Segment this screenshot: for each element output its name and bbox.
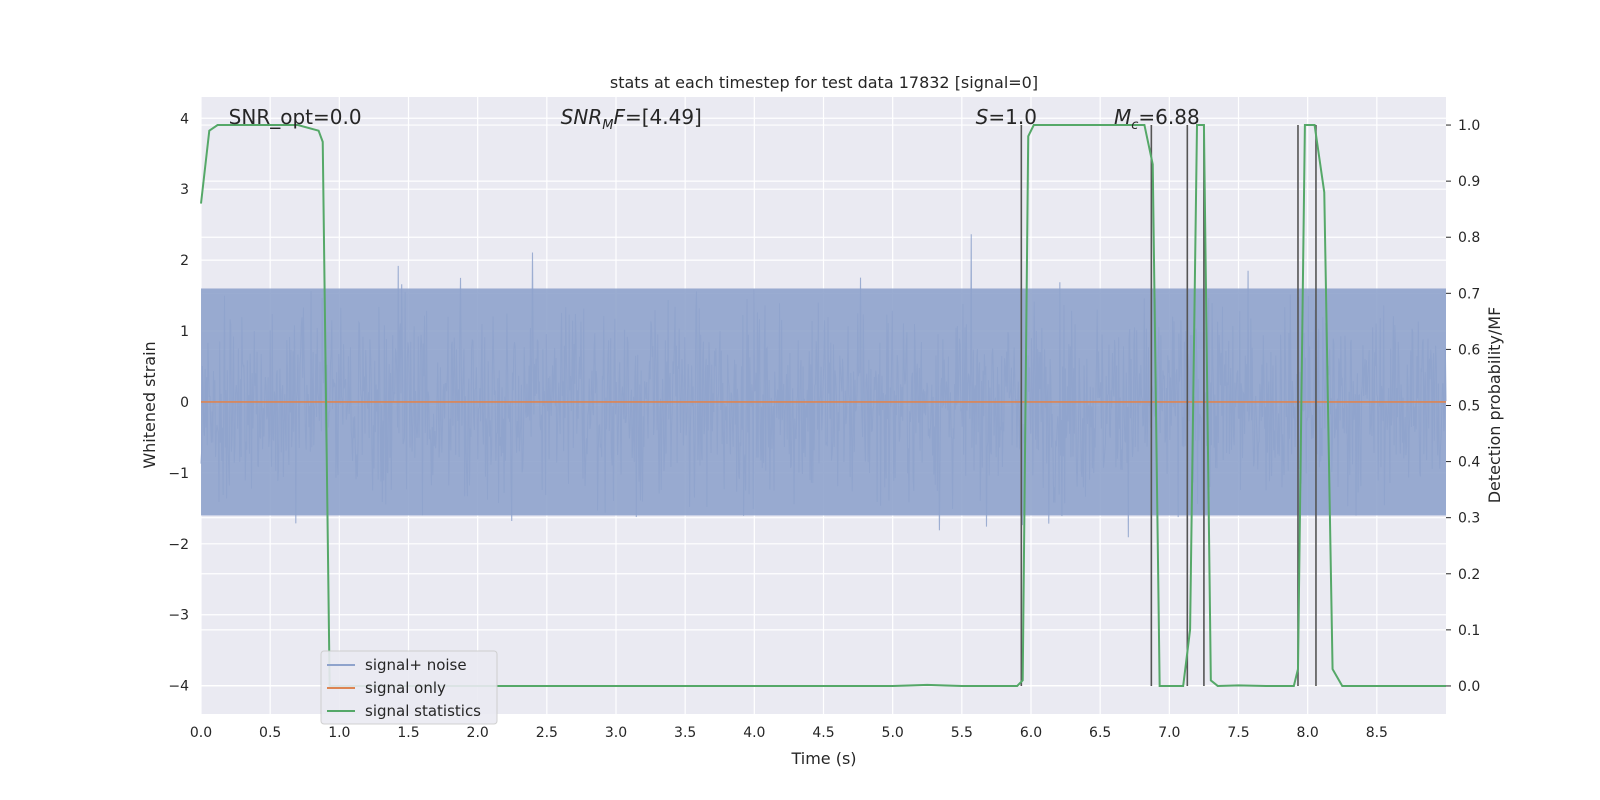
legend: signal+ noise signal only signal statistic… bbox=[320, 650, 498, 725]
x-tick-label: 4.5 bbox=[812, 725, 834, 741]
y-right-tick-label: 0.8 bbox=[1458, 230, 1480, 246]
x-axis-label: Time (s) bbox=[790, 749, 856, 768]
y-right-tick-label: 1.0 bbox=[1458, 118, 1480, 134]
y-right-tick-label: 0.9 bbox=[1458, 174, 1480, 190]
x-tick-label: 2.0 bbox=[467, 725, 489, 741]
x-tick-label: 5.5 bbox=[951, 725, 973, 741]
chart-title: stats at each timestep for test data 178… bbox=[610, 73, 1038, 92]
y-left-tick-label: 2 bbox=[180, 253, 189, 269]
annotation-snr-opt: SNR_opt=0.0 bbox=[229, 105, 362, 129]
y-axis-label-left: Whitened strain bbox=[140, 341, 159, 468]
y-left-tick-label: −3 bbox=[168, 608, 189, 624]
x-tick-label: 7.5 bbox=[1227, 725, 1249, 741]
x-tick-label: 0.5 bbox=[259, 725, 281, 741]
x-tick-label: 1.5 bbox=[397, 725, 419, 741]
legend-label: signal only bbox=[365, 679, 446, 697]
x-tick-label: 1.0 bbox=[328, 725, 350, 741]
y-right-tick-label: 0.1 bbox=[1458, 623, 1480, 639]
stats-layer bbox=[200, 124, 1446, 687]
y-left-tick-label: 4 bbox=[180, 111, 189, 127]
legend-label: signal statistics bbox=[365, 702, 481, 720]
legend-label: signal+ noise bbox=[365, 656, 467, 674]
x-tick-label: 3.0 bbox=[605, 725, 627, 741]
x-tick-label: 7.0 bbox=[1158, 725, 1180, 741]
x-tick-label: 8.5 bbox=[1366, 725, 1388, 741]
ticks-layer: 0.0 0.5 1.0 1.5 2.0 2.5 3.0 3.5 4.0 4.5 5.0 5.5 6.0 6… bbox=[168, 111, 1480, 741]
y-left-tick-label: 1 bbox=[180, 324, 189, 340]
annotation-s: S=1.0 bbox=[976, 105, 1037, 129]
y-left-tick-label: −1 bbox=[168, 466, 189, 482]
annotation-snr-mf: SNRMF=[4.49] bbox=[561, 105, 702, 133]
y-right-tick-label: 0.6 bbox=[1458, 342, 1480, 358]
y-left-tick-label: 0 bbox=[180, 395, 189, 411]
y-right-tick-label: 0.4 bbox=[1458, 455, 1480, 471]
y-right-tick-label: 0.3 bbox=[1458, 511, 1480, 527]
y-left-tick-label: −2 bbox=[168, 537, 189, 553]
y-right-tick-label: 0.7 bbox=[1458, 286, 1480, 302]
x-tick-label: 0.0 bbox=[190, 725, 212, 741]
y-right-tick-label: 0.2 bbox=[1458, 567, 1480, 583]
x-tick-label: 6.0 bbox=[1020, 725, 1042, 741]
x-tick-label: 8.0 bbox=[1297, 725, 1319, 741]
x-tick-label: 4.0 bbox=[743, 725, 765, 741]
signal-statistics-line bbox=[200, 124, 1446, 687]
y-right-tick-label: 0.0 bbox=[1458, 679, 1480, 695]
y-left-tick-label: −4 bbox=[168, 679, 189, 695]
x-tick-label: 3.5 bbox=[674, 725, 696, 741]
annotations: SNR_opt=0.0 SNRMF=[4.49] S=1.0 Mc=6.88 bbox=[229, 105, 1200, 133]
vertical-markers bbox=[1020, 125, 1317, 686]
x-tick-label: 2.5 bbox=[536, 725, 558, 741]
annotation-mc: Mc=6.88 bbox=[1114, 105, 1200, 133]
legend-box bbox=[320, 650, 498, 725]
x-tick-label: 5.0 bbox=[882, 725, 904, 741]
y-left-tick-label: 3 bbox=[180, 182, 189, 198]
y-axis-label-right: Detection probability/MF bbox=[1485, 307, 1504, 504]
x-tick-label: 6.5 bbox=[1089, 725, 1111, 741]
y-right-tick-label: 0.5 bbox=[1458, 399, 1480, 415]
